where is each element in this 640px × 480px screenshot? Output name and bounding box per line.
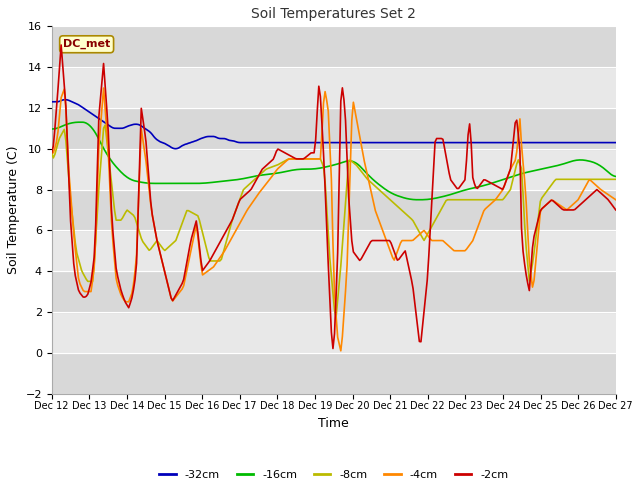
Y-axis label: Soil Temperature (C): Soil Temperature (C): [7, 146, 20, 274]
Bar: [52, 353, 616, 394]
Bar: [52, 230, 616, 271]
Bar: [52, 26, 616, 67]
X-axis label: Time: Time: [318, 417, 349, 430]
Bar: [52, 190, 616, 230]
Text: DC_met: DC_met: [63, 39, 110, 49]
Legend: -32cm, -16cm, -8cm, -4cm, -2cm: -32cm, -16cm, -8cm, -4cm, -2cm: [155, 465, 513, 480]
Bar: [52, 67, 616, 108]
Bar: [52, 149, 616, 190]
Bar: [52, 108, 616, 149]
Bar: [52, 312, 616, 353]
Title: Soil Temperatures Set 2: Soil Temperatures Set 2: [252, 7, 416, 21]
Bar: [52, 271, 616, 312]
